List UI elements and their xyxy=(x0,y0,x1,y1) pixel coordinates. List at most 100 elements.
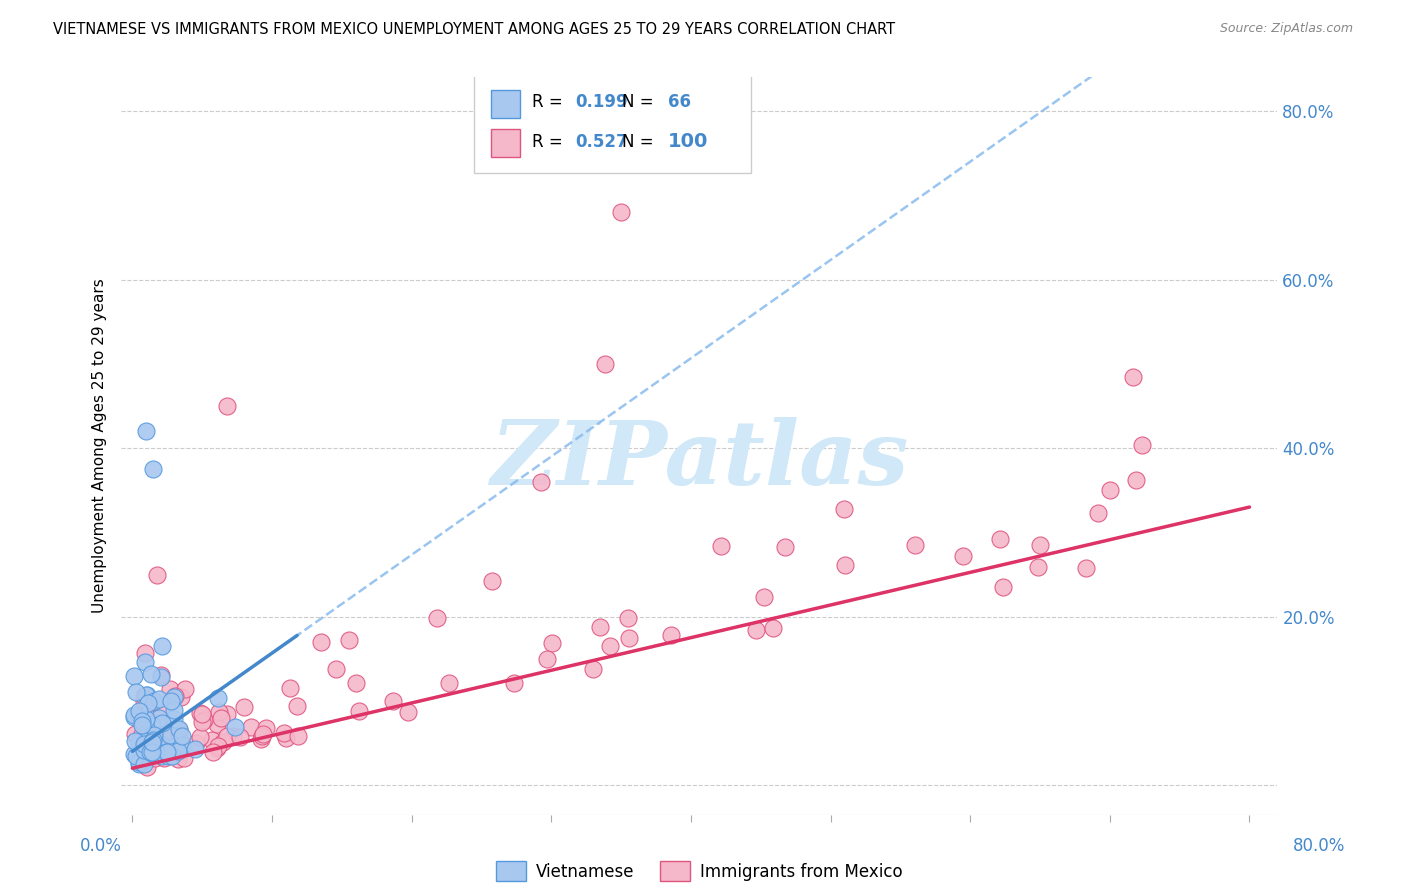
Point xyxy=(1074,561,1097,575)
Point xyxy=(249,732,271,747)
Point xyxy=(280,681,302,696)
Point xyxy=(125,685,148,699)
Point xyxy=(184,736,207,750)
Point xyxy=(143,728,166,742)
Point xyxy=(170,738,193,752)
Text: 0.199: 0.199 xyxy=(575,93,628,111)
Point xyxy=(143,732,166,747)
Point xyxy=(131,752,153,766)
Point xyxy=(188,706,211,720)
Text: N =: N = xyxy=(621,133,659,151)
Point xyxy=(131,751,153,765)
Point xyxy=(208,705,231,719)
Point xyxy=(143,730,166,744)
Point xyxy=(337,632,360,647)
Point xyxy=(134,754,156,768)
Point xyxy=(754,590,776,604)
Point xyxy=(209,711,232,725)
Point xyxy=(212,735,235,749)
Point xyxy=(188,731,211,745)
Point xyxy=(173,751,195,765)
Point xyxy=(131,714,153,728)
Point xyxy=(135,760,157,774)
Point xyxy=(146,567,169,582)
Point xyxy=(481,574,503,589)
Point xyxy=(239,720,262,734)
Point xyxy=(136,751,159,765)
Point xyxy=(617,631,640,645)
Text: N =: N = xyxy=(621,93,659,111)
Point xyxy=(132,689,155,703)
Point xyxy=(153,751,176,765)
Text: R =: R = xyxy=(531,93,568,111)
Point xyxy=(135,424,157,438)
Point xyxy=(131,727,153,741)
Point xyxy=(136,696,159,710)
Point xyxy=(139,745,162,759)
Point xyxy=(136,688,159,702)
Point xyxy=(135,709,157,723)
Point xyxy=(134,734,156,748)
FancyBboxPatch shape xyxy=(491,129,520,157)
Point xyxy=(150,716,173,731)
Point xyxy=(139,666,162,681)
Y-axis label: Unemployment Among Ages 25 to 29 years: Unemployment Among Ages 25 to 29 years xyxy=(93,278,107,614)
Point xyxy=(148,741,170,756)
Point xyxy=(232,700,254,714)
Point xyxy=(167,730,190,744)
Point xyxy=(1026,559,1049,574)
Point xyxy=(273,726,295,740)
Point xyxy=(159,681,181,696)
Point xyxy=(145,745,167,759)
Point xyxy=(502,676,524,690)
Point xyxy=(217,707,239,722)
Point xyxy=(124,727,146,741)
Text: 66: 66 xyxy=(668,93,692,111)
Point xyxy=(437,676,460,690)
Point xyxy=(710,539,733,553)
Point xyxy=(128,757,150,772)
Point xyxy=(224,720,246,734)
Point xyxy=(159,728,181,742)
Point xyxy=(1028,538,1050,552)
Point xyxy=(143,694,166,708)
Point xyxy=(152,640,174,654)
Point xyxy=(169,722,191,736)
Point xyxy=(132,756,155,771)
Point xyxy=(148,711,170,725)
Point xyxy=(146,744,169,758)
Point xyxy=(988,532,1011,546)
Point xyxy=(1130,438,1153,452)
Point xyxy=(659,627,682,641)
Point xyxy=(184,742,207,756)
Point xyxy=(285,698,308,713)
Point xyxy=(160,749,183,764)
Point xyxy=(128,756,150,770)
Point xyxy=(582,662,605,676)
Point xyxy=(207,716,229,731)
Point xyxy=(541,636,564,650)
Text: R =: R = xyxy=(531,133,568,151)
Point xyxy=(174,682,197,697)
Point xyxy=(382,694,405,708)
Text: 80.0%: 80.0% xyxy=(1292,837,1346,855)
Point xyxy=(426,611,449,625)
Point xyxy=(773,540,796,554)
Point xyxy=(150,668,173,682)
Point xyxy=(1087,507,1109,521)
Point xyxy=(325,662,347,676)
Point xyxy=(191,706,214,721)
Point xyxy=(128,747,150,761)
Point xyxy=(1125,473,1147,487)
Point xyxy=(1122,370,1144,384)
Point xyxy=(205,741,228,756)
Point xyxy=(832,502,855,516)
Point xyxy=(762,621,785,635)
Point xyxy=(589,620,612,634)
Point xyxy=(172,729,194,743)
Point xyxy=(207,690,229,705)
Point xyxy=(599,639,621,653)
Point xyxy=(150,739,173,753)
Point xyxy=(162,690,184,704)
Point xyxy=(287,729,309,743)
